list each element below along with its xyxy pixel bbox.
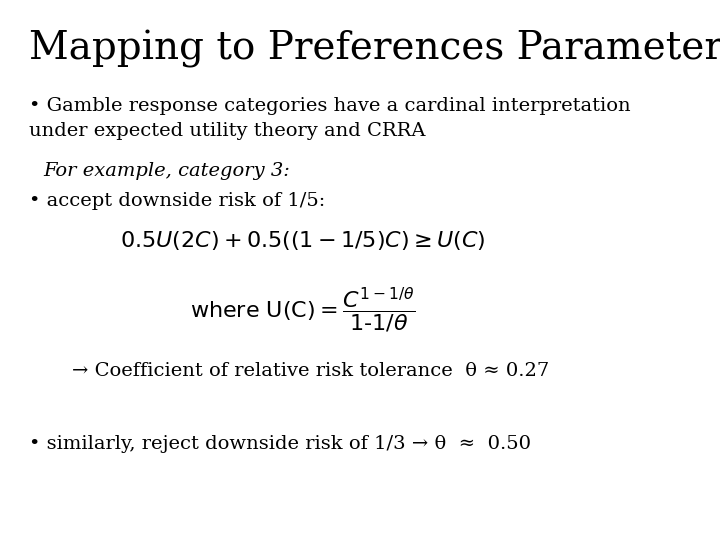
Text: under expected utility theory and CRRA: under expected utility theory and CRRA <box>29 122 426 139</box>
Text: where $\mathrm{U(C)} = \dfrac{C^{1-1/\theta}}{1\text{-}1/\theta}$: where $\mathrm{U(C)} = \dfrac{C^{1-1/\th… <box>189 286 415 335</box>
Text: $0.5U(2C)+0.5((1-1/5)C) \geq U(C)$: $0.5U(2C)+0.5((1-1/5)C) \geq U(C)$ <box>120 230 485 253</box>
Text: • accept downside risk of 1/5:: • accept downside risk of 1/5: <box>29 192 325 210</box>
Text: For example, category 3:: For example, category 3: <box>43 162 290 180</box>
Text: Mapping to Preferences Parameters: Mapping to Preferences Parameters <box>29 30 720 68</box>
Text: → Coefficient of relative risk tolerance  θ ≈ 0.27: → Coefficient of relative risk tolerance… <box>72 362 549 380</box>
Text: • Gamble response categories have a cardinal interpretation: • Gamble response categories have a card… <box>29 97 631 115</box>
Text: • similarly, reject downside risk of 1/3 → θ  ≈  0.50: • similarly, reject downside risk of 1/3… <box>29 435 531 453</box>
